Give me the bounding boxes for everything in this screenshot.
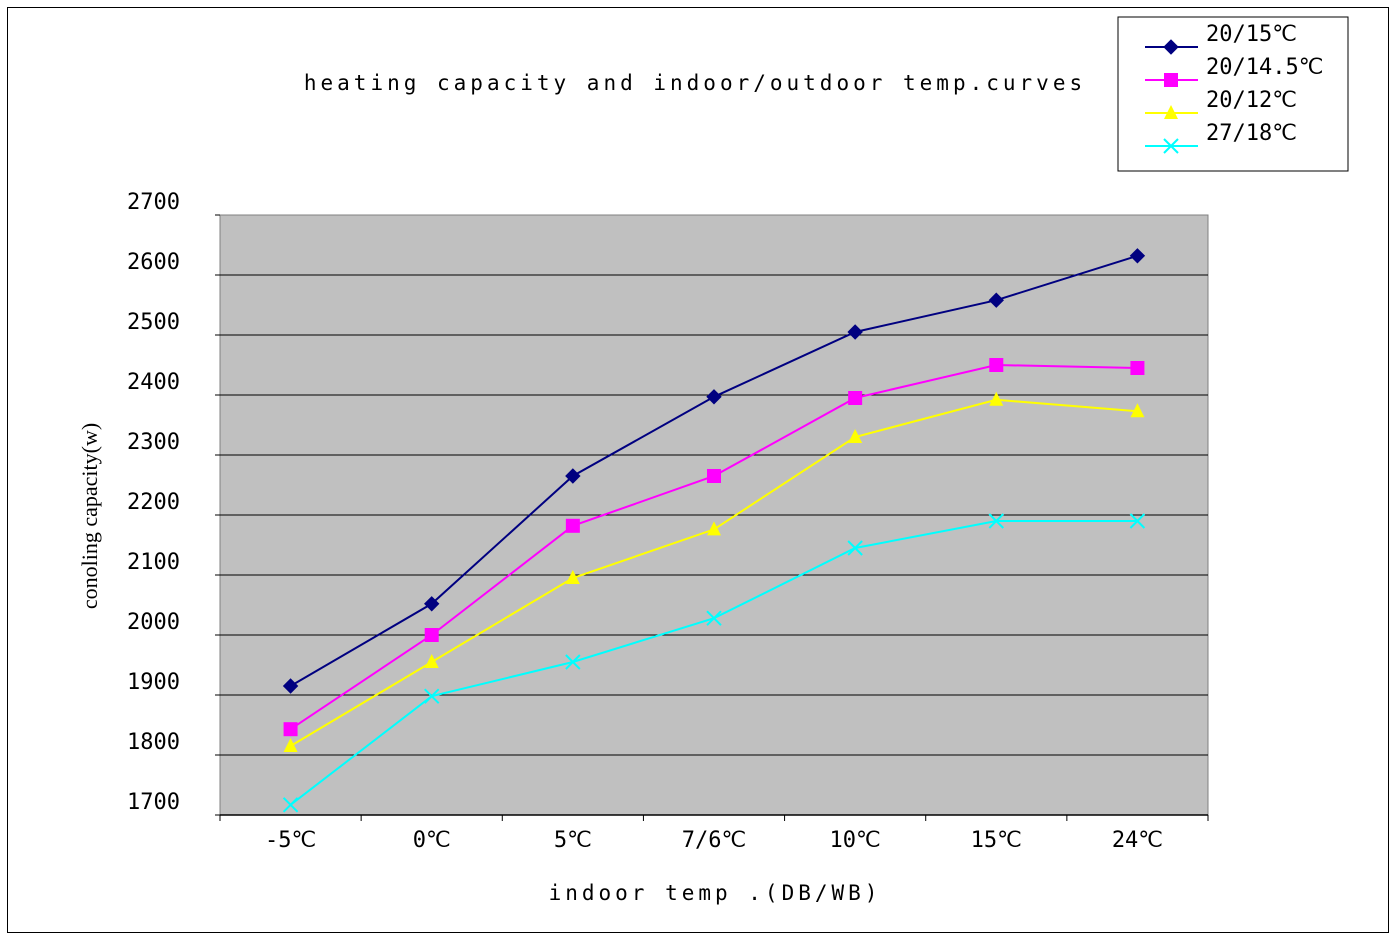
data-point-s1-6 [1130, 361, 1145, 375]
data-point-s0-4 [847, 324, 863, 340]
y-tick-label: 2600 [127, 250, 180, 275]
data-point-s1-1 [424, 628, 439, 642]
data-point-s0-0 [282, 678, 299, 694]
y-tick-label: 2100 [127, 550, 180, 575]
y-tick-label: 2300 [127, 430, 180, 455]
data-point-s3-3 [706, 610, 722, 626]
x-tick-label: 24℃ [1112, 828, 1163, 853]
data-point-s1-2 [565, 518, 580, 533]
legend: 20/15℃ 20/14.5℃ 20/12℃ 27/18℃ [1117, 16, 1349, 172]
x-tick-label: -5℃ [265, 828, 316, 853]
x-axis-label: indoor temp .(DB/WB) [549, 881, 882, 905]
series-markers [282, 248, 1146, 813]
y-tick-label: 1700 [127, 790, 180, 815]
y-tick-label: 1900 [127, 670, 180, 695]
data-point-s2-0 [283, 738, 298, 752]
data-point-s3-0 [282, 797, 299, 813]
x-tick-label: 0℃ [413, 828, 451, 853]
data-point-s1-5 [989, 358, 1004, 372]
chart-title: heating capacity and indoor/outdoor temp… [304, 71, 1086, 95]
y-tick-label: 2500 [127, 310, 180, 335]
x-tick-label: 15℃ [971, 828, 1022, 853]
y-tick-label: 2400 [127, 370, 180, 395]
data-point-s3-5 [988, 513, 1004, 529]
data-point-s2-3 [707, 521, 721, 536]
x-tick-label: 10℃ [830, 828, 881, 853]
y-tick-label: 2000 [127, 610, 180, 635]
legend-marker [1164, 105, 1178, 119]
data-point-s0-3 [706, 389, 722, 405]
legend-label: 20/12℃ [1206, 88, 1297, 113]
data-point-s1-3 [707, 469, 721, 483]
legend-label: 20/15℃ [1206, 22, 1297, 47]
data-point-s2-1 [424, 654, 439, 668]
y-tick-label: 2200 [127, 490, 180, 515]
data-point-s0-1 [424, 596, 440, 612]
data-point-s0-2 [565, 468, 581, 484]
data-point-s2-2 [565, 570, 580, 584]
data-point-s2-5 [989, 391, 1004, 406]
data-point-s1-0 [283, 722, 298, 737]
legend-marker [1163, 39, 1179, 55]
x-tick-label: 7/6℃ [682, 828, 746, 853]
x-tick-label: 5℃ [554, 828, 592, 853]
legend-marker [1163, 138, 1179, 154]
data-point-s3-1 [424, 688, 440, 704]
legend-label: 20/14.5℃ [1206, 55, 1323, 80]
data-point-s2-6 [1130, 403, 1145, 418]
y-axis-ticks: 2700 2600 2500 2400 2300 2200 2100 2000 1900 1800… [127, 190, 220, 816]
data-point-s3-6 [1129, 513, 1146, 529]
y-axis-label: conoling capacity(w) [77, 423, 102, 609]
legend-marker [1164, 73, 1178, 87]
y-tick-label: 2700 [127, 190, 180, 215]
legend-label: 27/18℃ [1206, 121, 1297, 146]
data-point-s1-4 [848, 391, 863, 405]
data-point-s0-6 [1129, 248, 1146, 264]
data-point-s2-4 [848, 429, 863, 443]
data-point-s3-2 [565, 654, 581, 670]
data-point-s0-5 [988, 292, 1004, 308]
data-point-s3-4 [847, 540, 863, 556]
x-axis-ticks: -5℃ 0℃ 5℃ 7/6℃ 10℃ 15℃ 24℃ [219, 814, 1209, 853]
y-tick-label: 1800 [127, 730, 180, 755]
